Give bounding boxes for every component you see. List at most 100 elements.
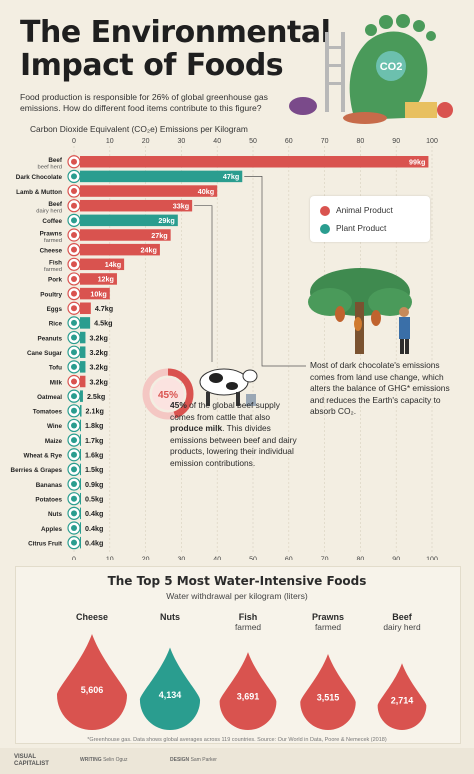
- category-label: Bananas: [36, 482, 63, 489]
- bar-value-label: 2.1kg: [86, 407, 104, 416]
- x-tick-label-top: 90: [392, 138, 400, 145]
- food-icon-center: [71, 246, 77, 253]
- bar-value-label: 27kg: [151, 231, 167, 240]
- x-tick-label-top: 70: [321, 138, 329, 145]
- beef-note-part-2: of the global beef supply comes from cat…: [170, 400, 280, 422]
- category-label: Maize: [45, 438, 63, 445]
- beef-note-milk: produce milk: [170, 423, 223, 433]
- footer: VISUAL CAPITALIST WRITING Selin Oguz DES…: [0, 748, 474, 774]
- water-item-name: Nuts: [160, 612, 180, 622]
- x-tick-label-top: 30: [178, 138, 186, 145]
- category-sublabel: beef herd: [38, 165, 63, 171]
- writing-name: Selin Oguz: [103, 757, 128, 763]
- beef-leader-line: [194, 205, 213, 362]
- food-icon-center: [71, 319, 77, 326]
- page-title: The Environmental Impact of Foods: [20, 16, 331, 83]
- x-tick-label-bottom: 0: [72, 556, 76, 560]
- bar-value-label: 4.5kg: [94, 319, 112, 328]
- writing-label: WRITING: [80, 757, 102, 763]
- x-tick-label-top: 100: [426, 138, 438, 145]
- x-tick-label-bottom: 50: [249, 556, 257, 560]
- category-label: Peanuts: [38, 335, 63, 342]
- bar-value-label: 1.7kg: [85, 436, 103, 445]
- bar-value-label: 10kg: [90, 289, 106, 298]
- food-icon-center: [71, 334, 77, 341]
- bar-value-label: 3.2kg: [89, 348, 107, 357]
- food-icon-center: [71, 466, 77, 473]
- category-label: Beef: [48, 157, 63, 164]
- food-icon-center: [71, 422, 77, 429]
- category-label: Rice: [49, 321, 63, 328]
- x-tick-label-top: 20: [142, 138, 150, 145]
- chart-legend: Animal Product Plant Product: [310, 196, 430, 242]
- x-tick-label-bottom: 100: [426, 556, 438, 560]
- water-drop: 5,606: [57, 634, 127, 730]
- category-label: Poultry: [40, 291, 62, 298]
- x-tick-label-top: 50: [249, 138, 257, 145]
- writing-credit: WRITING Selin Oguz: [80, 757, 128, 763]
- bar: [80, 170, 243, 183]
- bar-value-label: 3.2kg: [89, 377, 107, 386]
- chocolate-leader-line: [244, 176, 306, 367]
- x-tick-label-bottom: 80: [357, 556, 365, 560]
- bar: [80, 463, 81, 476]
- bar: [80, 331, 86, 344]
- cow-illustration: [199, 368, 258, 406]
- bar: [80, 419, 81, 432]
- legend-animal-label: Animal Product: [336, 205, 393, 215]
- water-value-label: 2,714: [391, 696, 414, 706]
- water-drop-shape: [139, 647, 201, 730]
- bar: [80, 449, 81, 461]
- design-label: DESIGN: [170, 757, 190, 763]
- water-item-sub: farmed: [234, 622, 262, 632]
- category-label: Citrus Fruit: [28, 540, 63, 547]
- bar: [80, 346, 86, 358]
- x-tick-label-bottom: 30: [178, 556, 186, 560]
- x-tick-label-top: 10: [106, 138, 114, 145]
- bar: [80, 229, 171, 241]
- bar-value-label: 1.5kg: [85, 465, 103, 474]
- title-line-2: Impact of Foods: [20, 48, 284, 83]
- bar: [80, 492, 81, 505]
- category-label: Wheat & Rye: [24, 453, 63, 460]
- bar: [80, 185, 218, 197]
- beef-pct-donut: 45%: [142, 368, 194, 420]
- bar: [80, 199, 193, 212]
- water-section-subtitle: Water withdrawal per kilogram (liters): [166, 591, 308, 601]
- bar-value-label: 3.2kg: [89, 363, 107, 372]
- beef-note: 45% of the global beef supply comes from…: [170, 400, 300, 469]
- food-icon-center: [71, 202, 77, 209]
- bar: [80, 214, 178, 227]
- bar-value-label: 1.8kg: [85, 421, 103, 430]
- water-item-sub: farmed: [314, 622, 342, 632]
- water-drop: 3,691: [219, 652, 277, 730]
- bar: [80, 478, 81, 490]
- food-icon-center: [71, 481, 77, 488]
- bar: [80, 317, 91, 329]
- food-icon-center: [71, 393, 77, 400]
- bar: [80, 522, 81, 534]
- cocoa-tree-illustration: [308, 268, 412, 354]
- x-tick-label-top: 40: [213, 138, 221, 145]
- food-icon-center: [71, 378, 77, 385]
- food-icon-center: [71, 349, 77, 356]
- water-item-name: Cheese: [75, 612, 109, 622]
- bar-value-label: 2.5kg: [87, 392, 105, 401]
- x-tick-label-bottom: 20: [142, 556, 150, 560]
- bar-value-label: 24kg: [141, 245, 157, 254]
- water-drop: 2,714: [377, 663, 427, 730]
- category-label: Cheese: [40, 247, 63, 254]
- bar-value-label: 0.4kg: [85, 509, 103, 518]
- food-icon-center: [71, 275, 77, 282]
- water-drop: 4,134: [139, 647, 201, 730]
- food-icon-center: [71, 407, 77, 414]
- bar: [80, 287, 110, 300]
- category-label: Berries & Grapes: [11, 467, 63, 474]
- x-tick-label-bottom: 70: [321, 556, 329, 560]
- design-credit: DESIGN Sam Parker: [170, 757, 217, 763]
- food-icon-center: [71, 495, 77, 502]
- category-sublabel: farmed: [44, 267, 62, 273]
- emissions-bar-chart: 0 0 10 10 20 20 30 30 40 40 50 50 60 60 70 70 80 80 90 90 10…: [11, 138, 438, 560]
- water-section-title: The Top 5 Most Water-Intensive Foods: [107, 574, 367, 588]
- x-tick-label-bottom: 10: [106, 556, 114, 560]
